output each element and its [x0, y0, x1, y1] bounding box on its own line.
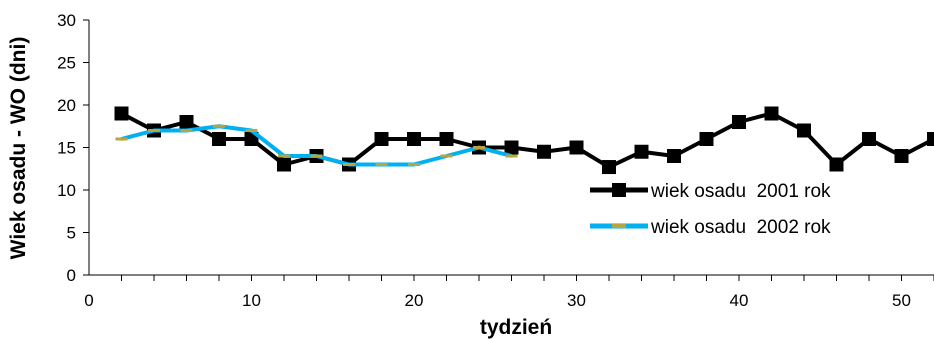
data-point	[829, 157, 844, 172]
data-point	[732, 115, 746, 129]
x-tick-label: 40	[730, 291, 749, 310]
y-tick-label: 15	[57, 139, 76, 158]
y-tick-label: 5	[67, 224, 76, 243]
x-tick-label: 0	[84, 291, 93, 310]
y-tick-label: 20	[57, 96, 76, 115]
axes	[83, 19, 934, 281]
series-line	[120, 111, 934, 170]
data-point	[602, 160, 616, 175]
x-tick-label: 10	[242, 291, 261, 310]
data-point	[407, 132, 421, 146]
y-tick-label: 25	[57, 54, 76, 73]
data-point	[569, 140, 584, 155]
data-point	[667, 149, 681, 163]
series-layer	[114, 106, 934, 175]
data-point	[277, 157, 291, 172]
data-point	[537, 144, 551, 159]
legend-item-2002: wiek osadu 2002 rok	[590, 217, 831, 238]
y-axis-title: Wiek osadu - WO (dni)	[7, 37, 30, 260]
data-point	[179, 115, 194, 129]
data-point	[764, 106, 779, 121]
series-1	[115, 124, 518, 167]
legend-label-2002: wiek osadu 2002 rok	[650, 217, 831, 238]
data-point	[699, 132, 714, 146]
data-point	[374, 132, 389, 146]
data-point	[212, 132, 226, 146]
data-point	[927, 132, 934, 146]
legend-marker-2001	[612, 183, 626, 197]
legend-item-2001: wiek osadu 2001 rok	[590, 181, 831, 202]
y-tick-label: 30	[57, 11, 76, 30]
y-tick-label: 0	[67, 266, 76, 285]
data-point	[114, 106, 129, 121]
legend-label-2001: wiek osadu 2001 rok	[650, 181, 831, 202]
data-point	[894, 149, 909, 163]
data-point	[504, 140, 519, 155]
y-tick-label: 10	[57, 181, 76, 200]
data-point	[634, 144, 649, 159]
legend: wiek osadu 2001 rok wiek osadu 2002 rok	[590, 181, 831, 238]
data-point	[862, 132, 876, 146]
y-tick-labels: 0 5 10 15 20 25 30	[57, 11, 76, 285]
x-tick-label: 30	[567, 291, 586, 310]
data-point	[439, 132, 454, 146]
x-tick-label: 50	[892, 291, 911, 310]
x-tick-labels: 0 10 20 30 40 50	[84, 291, 911, 310]
data-point	[797, 123, 811, 138]
x-axis-title: tydzień	[480, 316, 552, 339]
x-tick-label: 20	[405, 291, 424, 310]
series-0	[114, 106, 934, 175]
